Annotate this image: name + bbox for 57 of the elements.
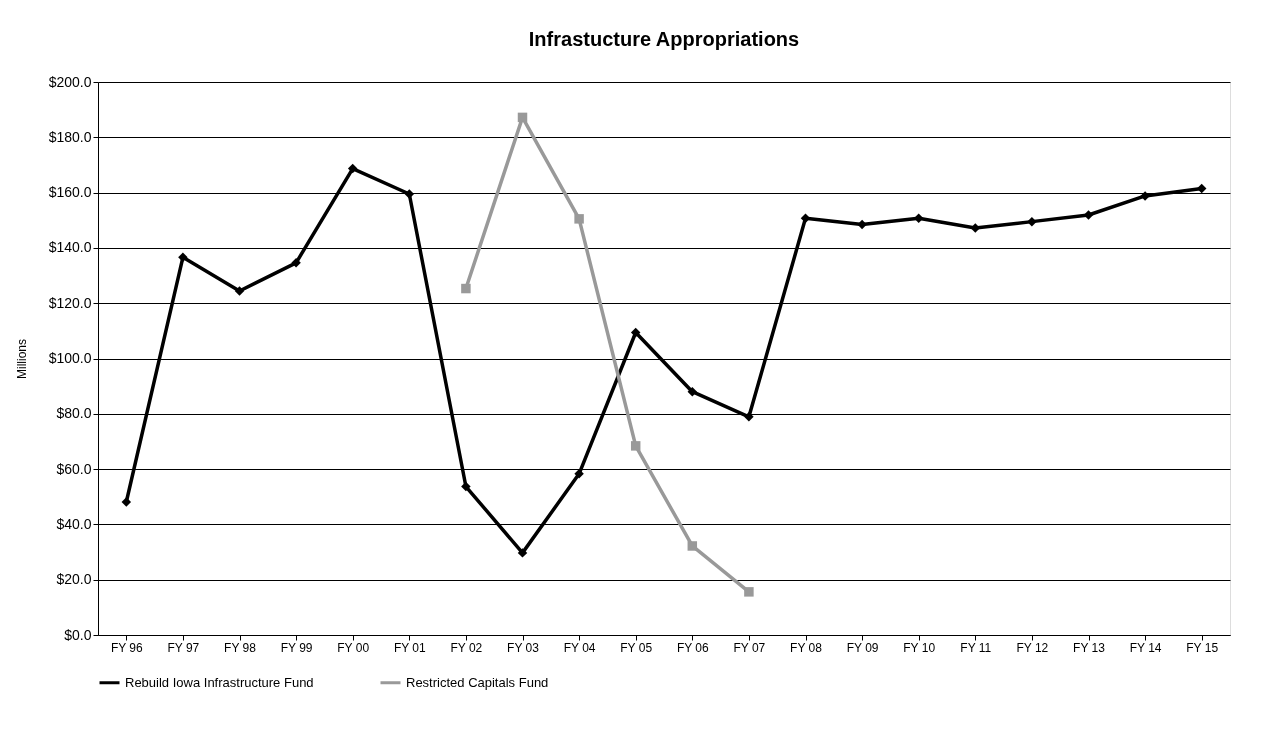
x-tick-label: FY 98 xyxy=(224,640,257,655)
point xyxy=(234,286,245,296)
point xyxy=(744,587,754,597)
point xyxy=(687,541,698,551)
x-tick-label: FY 14 xyxy=(1129,640,1162,655)
x-tick-label: FY 02 xyxy=(450,640,483,655)
point xyxy=(574,469,584,479)
y-tick-label: $60.0 xyxy=(56,460,92,477)
point xyxy=(517,112,528,123)
x-tick-label: FY 04 xyxy=(563,640,596,655)
x-tick-label: FY 15 xyxy=(1186,640,1219,655)
point xyxy=(630,441,641,451)
x-tick-label: FY 10 xyxy=(903,640,936,655)
point xyxy=(517,548,528,558)
y-tick-label: $140.0 xyxy=(48,239,92,256)
point xyxy=(291,258,301,268)
point xyxy=(404,189,415,199)
x-tick-label: FY 07 xyxy=(733,640,766,655)
point xyxy=(178,252,188,263)
y-tick-label: $180.0 xyxy=(48,128,92,145)
legend-label: Rebuild Iowa Infrastructure Fund xyxy=(125,674,314,690)
y-axis-title: Millions xyxy=(14,338,29,380)
y-tick-label: $20.0 xyxy=(56,571,92,588)
x-tick-label: FY 99 xyxy=(280,640,313,655)
x-tick-label: FY 00 xyxy=(337,640,370,655)
x-tick-label: FY 12 xyxy=(1016,640,1049,655)
point xyxy=(630,327,641,338)
x-tick-label: FY 05 xyxy=(620,640,653,655)
x-tick-label: FY 11 xyxy=(960,640,992,655)
point xyxy=(1196,183,1207,194)
point xyxy=(461,481,471,492)
y-tick-label: $120.0 xyxy=(48,294,92,311)
x-tick-label: FY 06 xyxy=(676,640,710,655)
chart-title: Infrastucture Appropriations xyxy=(528,28,800,50)
x-tick-label: FY 97 xyxy=(167,640,200,655)
point xyxy=(461,283,471,294)
point xyxy=(347,163,358,174)
point xyxy=(1083,210,1094,220)
point xyxy=(1027,216,1037,227)
y-tick-label: $200.0 xyxy=(48,73,92,90)
legend-label: Restricted Capitals Fund xyxy=(406,674,549,690)
y-tick-label: $40.0 xyxy=(56,515,92,532)
x-tick-label: FY 03 xyxy=(507,640,540,655)
point xyxy=(574,214,584,224)
y-tick-label: $100.0 xyxy=(48,350,92,366)
y-tick-label: $160.0 xyxy=(48,184,92,201)
point xyxy=(857,219,867,230)
y-tick-label: $0.0 xyxy=(64,626,92,643)
point xyxy=(744,412,754,422)
x-tick-label: FY 01 xyxy=(393,640,427,655)
x-tick-label: FY 13 xyxy=(1073,640,1106,655)
y-tick-label: $80.0 xyxy=(56,405,92,422)
point xyxy=(687,386,698,397)
x-tick-label: FY 96 xyxy=(110,640,144,655)
x-tick-label: FY 09 xyxy=(846,640,879,655)
x-tick-label: FY 08 xyxy=(790,640,823,655)
point xyxy=(121,497,132,507)
